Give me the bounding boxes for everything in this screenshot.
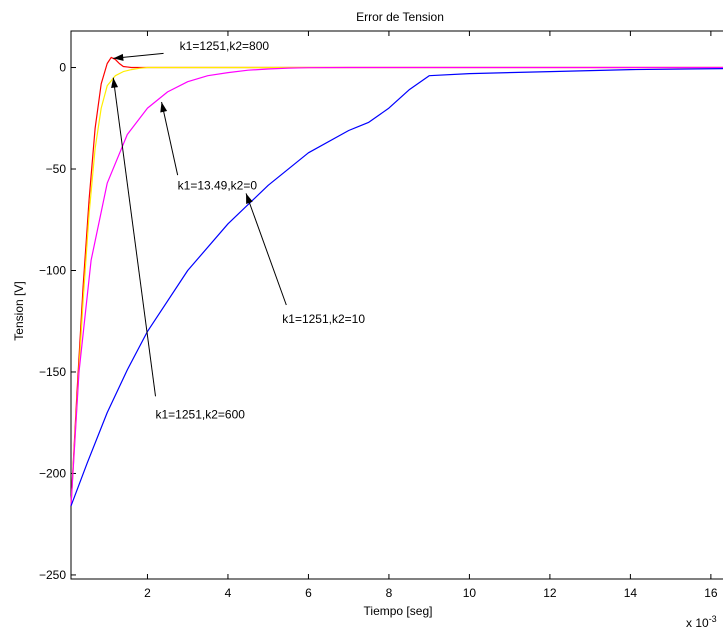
axis-ticks: 2 4 6 8 10 12 14 16 0 −50 −100 −150 −200 −250 <box>39 31 718 600</box>
annotation-arrowhead <box>246 193 253 204</box>
y-tick-label: −100 <box>39 263 66 277</box>
annotation-arrowhead <box>111 77 119 89</box>
annotation-label: k1=13.49,k2=0 <box>178 178 258 192</box>
annotation-label: k1=1251,k2=10 <box>282 312 365 326</box>
annotation-arrow <box>161 101 179 176</box>
annotation-arrow <box>112 77 157 397</box>
x-axis-label: Tiempo [seg] <box>364 604 433 618</box>
annotations: k1=1251,k2=800 k1=13.49,k2=0 k1=1251,k2=10… <box>111 39 365 422</box>
y-tick-label: −250 <box>39 568 66 582</box>
y-axis-label: Tension [V] <box>12 281 26 340</box>
series-line <box>70 67 723 507</box>
x-multiplier-exponent: -3 <box>709 614 717 624</box>
x-tick-label: 12 <box>543 586 557 600</box>
series-line <box>70 66 723 506</box>
x-tick-label: 8 <box>386 586 393 600</box>
x-tick-label: 10 <box>463 586 477 600</box>
x-tick-label: 16 <box>704 586 718 600</box>
y-tick-label: −150 <box>39 365 66 379</box>
x-tick-label: 2 <box>144 586 151 600</box>
x-tick-label: 4 <box>225 586 232 600</box>
x-tick-label: 14 <box>624 586 638 600</box>
chart-title: Error de Tension <box>356 10 444 24</box>
x-multiplier-label: x 10-3 <box>686 614 717 630</box>
annotation-arrow <box>245 193 287 306</box>
x-tick-label: 6 <box>305 586 312 600</box>
x-multiplier-base: x 10 <box>686 616 709 630</box>
series-line <box>70 66 723 506</box>
y-tick-label: 0 <box>59 61 66 75</box>
plot-frame <box>70 30 723 580</box>
y-tick-label: −200 <box>39 466 66 480</box>
annotation-arrowhead <box>113 53 124 61</box>
series-line <box>70 56 723 506</box>
annotation-label: k1=1251,k2=800 <box>180 39 270 53</box>
y-tick-label: −50 <box>46 162 67 176</box>
annotation-label: k1=1251,k2=600 <box>156 408 246 422</box>
series-lines <box>70 56 723 507</box>
annotation-arrowhead <box>160 102 168 113</box>
